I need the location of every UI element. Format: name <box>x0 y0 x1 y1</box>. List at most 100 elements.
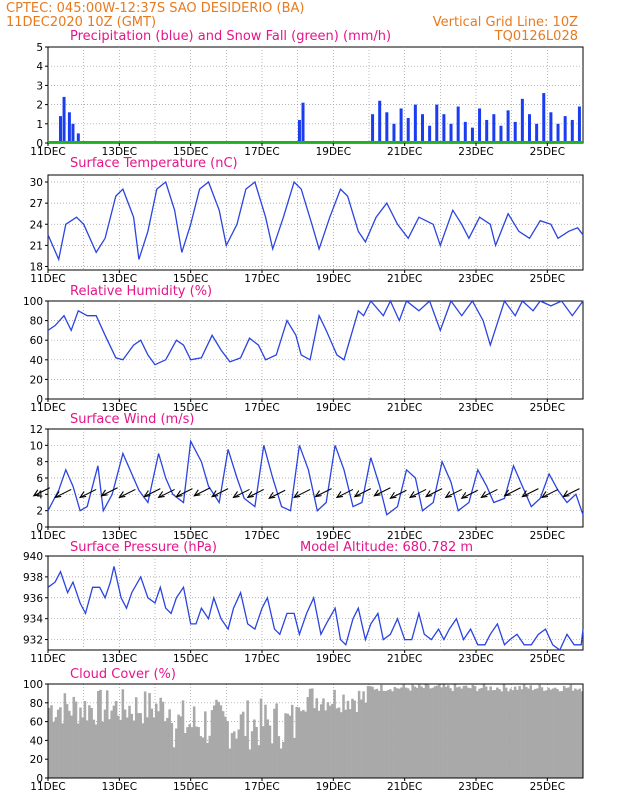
cloud-cover-bar <box>150 708 154 778</box>
precip-bar <box>470 127 474 143</box>
cloud-cover-bar <box>255 726 258 778</box>
cloud-cover-bar <box>244 736 247 778</box>
cloud-cover-bar <box>333 689 336 778</box>
precip-bar <box>456 106 460 143</box>
cloud-panel-title: Cloud Cover (%) <box>70 667 176 682</box>
cloud-cover-bar <box>326 702 330 778</box>
cloud-cover-bar <box>117 715 120 778</box>
cloud-cover-bar <box>188 724 191 778</box>
precip-bar <box>71 123 75 143</box>
cloud-cover-bar <box>270 743 274 778</box>
wind-ytick-label: 6 <box>36 473 43 485</box>
cloud-cover-bar <box>369 686 372 778</box>
cloud-cover-bar <box>567 687 570 778</box>
cloud-cover-bar <box>315 698 319 778</box>
cloud-cover-bar <box>119 719 122 778</box>
wind-xtick-label: 15DEC <box>173 530 208 542</box>
wind-arrow-head <box>100 489 108 497</box>
cloud-cover-bar <box>504 687 508 778</box>
cloud-cover-bar <box>105 690 109 778</box>
cloud-cover-bar <box>462 685 466 778</box>
humidity-series-line <box>47 299 584 366</box>
cloud-cover-bar <box>409 690 412 778</box>
humidity-xtick-label: 21DEC <box>387 402 422 414</box>
cloud-cover-bar <box>132 720 136 778</box>
pressure-ytick-label: 932 <box>23 635 43 647</box>
cloud-cover-bar <box>92 719 96 778</box>
cloud-cover-bar <box>357 690 361 778</box>
cloud-cover-bar <box>487 690 490 778</box>
cloud-cover-bar <box>480 688 483 778</box>
wind-arrow <box>445 488 462 498</box>
cloud-cover-bar <box>137 713 140 778</box>
wind-panel-title: Surface Wind (m/s) <box>70 412 194 427</box>
wind-arrow <box>541 488 559 498</box>
cloud-cover-bar <box>233 731 236 778</box>
precip-xtick-label: 13DEC <box>102 146 137 158</box>
cloud-cover-bar <box>542 690 546 778</box>
cloud-cover-bar <box>353 700 356 778</box>
humidity-ytick-label: 20 <box>30 374 43 386</box>
wind-arrow-head <box>335 491 344 499</box>
cloud-xtick-label: 13DEC <box>102 781 137 793</box>
cloud-cover-bar <box>440 687 443 778</box>
cloud-cover-bar <box>400 687 403 778</box>
cloud-cover-bar <box>342 694 345 778</box>
cloud-cover-bar <box>422 688 426 778</box>
humidity-xtick-label: 13DEC <box>102 402 137 414</box>
pressure-ytick-label: 940 <box>23 551 43 563</box>
cloud-xtick-label: 15DEC <box>173 781 208 793</box>
temperature-xtick-label: 11DEC <box>30 273 65 285</box>
humidity-ytick-label: 60 <box>30 335 43 347</box>
cloud-cover-bar <box>65 704 69 778</box>
precip-bar <box>499 125 503 143</box>
cloud-cover-bar <box>554 687 557 778</box>
cloud-cover-bar <box>79 707 82 778</box>
cloud-cover-bar <box>257 745 261 778</box>
cloud-cover-bar <box>59 707 62 778</box>
precip-xtick-label: 23DEC <box>458 146 493 158</box>
precip-xtick-label: 19DEC <box>316 146 351 158</box>
precip-xtick-label: 17DEC <box>244 146 279 158</box>
cloud-cover-bar <box>331 703 334 778</box>
cloud-xtick-label: 23DEC <box>458 781 493 793</box>
cloud-cover-bar <box>85 720 89 778</box>
cloud-cover-bar <box>522 684 526 778</box>
cloud-cover-bar <box>518 685 521 778</box>
wind-arrow-head <box>246 491 254 499</box>
cloud-cover-bar <box>449 688 452 778</box>
cloud-cover-bar <box>426 684 430 778</box>
cloud-cover-bar <box>346 700 350 778</box>
precip-frame <box>47 46 584 144</box>
cloud-cover-bar <box>471 684 475 778</box>
wind-arrow-head <box>78 491 87 499</box>
cloud-cover-bar <box>297 707 301 778</box>
cloud-cover-bar <box>373 689 376 778</box>
wind-arrow-head <box>521 490 529 498</box>
wind-arrow <box>101 487 118 497</box>
cloud-cover-bar <box>108 719 111 778</box>
precip-bar <box>435 104 439 143</box>
pressure-frame <box>47 555 584 651</box>
cloud-cover-bar <box>219 705 223 778</box>
precip-bar <box>570 119 574 143</box>
cloud-cover-bar <box>516 689 519 778</box>
wind-arrow <box>158 488 175 498</box>
temperature-panel: 18 21 24 27 30 11DEC 13DEC 15DEC 17DEC 19DEC 21DEC… <box>30 174 584 285</box>
humidity-xtick-label: 15DEC <box>173 402 208 414</box>
cloud-cover-bar <box>371 686 374 778</box>
wind-arrow <box>176 488 193 498</box>
cloud-cover-bar <box>364 702 368 778</box>
cloud-cover-bar <box>126 717 129 778</box>
cloud-cover-bar <box>406 688 410 778</box>
cloud-cover-bar <box>128 705 131 778</box>
humidity-panel: 0 20 40 60 80 100 11DEC 13DEC 15DEC 17DEC 19DEC 21D… <box>23 296 584 414</box>
cloud-cover-bar <box>317 710 321 778</box>
temperature-ytick-label: 21 <box>30 240 43 252</box>
cloud-cover-bar <box>511 690 515 778</box>
precip-bar <box>549 112 553 143</box>
cloud-cover-bar <box>264 704 267 778</box>
pressure-panel-title: Surface Pressure (hPa) <box>70 540 217 555</box>
cloud-cover-bar <box>484 686 488 778</box>
cloud-cover-bar <box>538 684 541 778</box>
